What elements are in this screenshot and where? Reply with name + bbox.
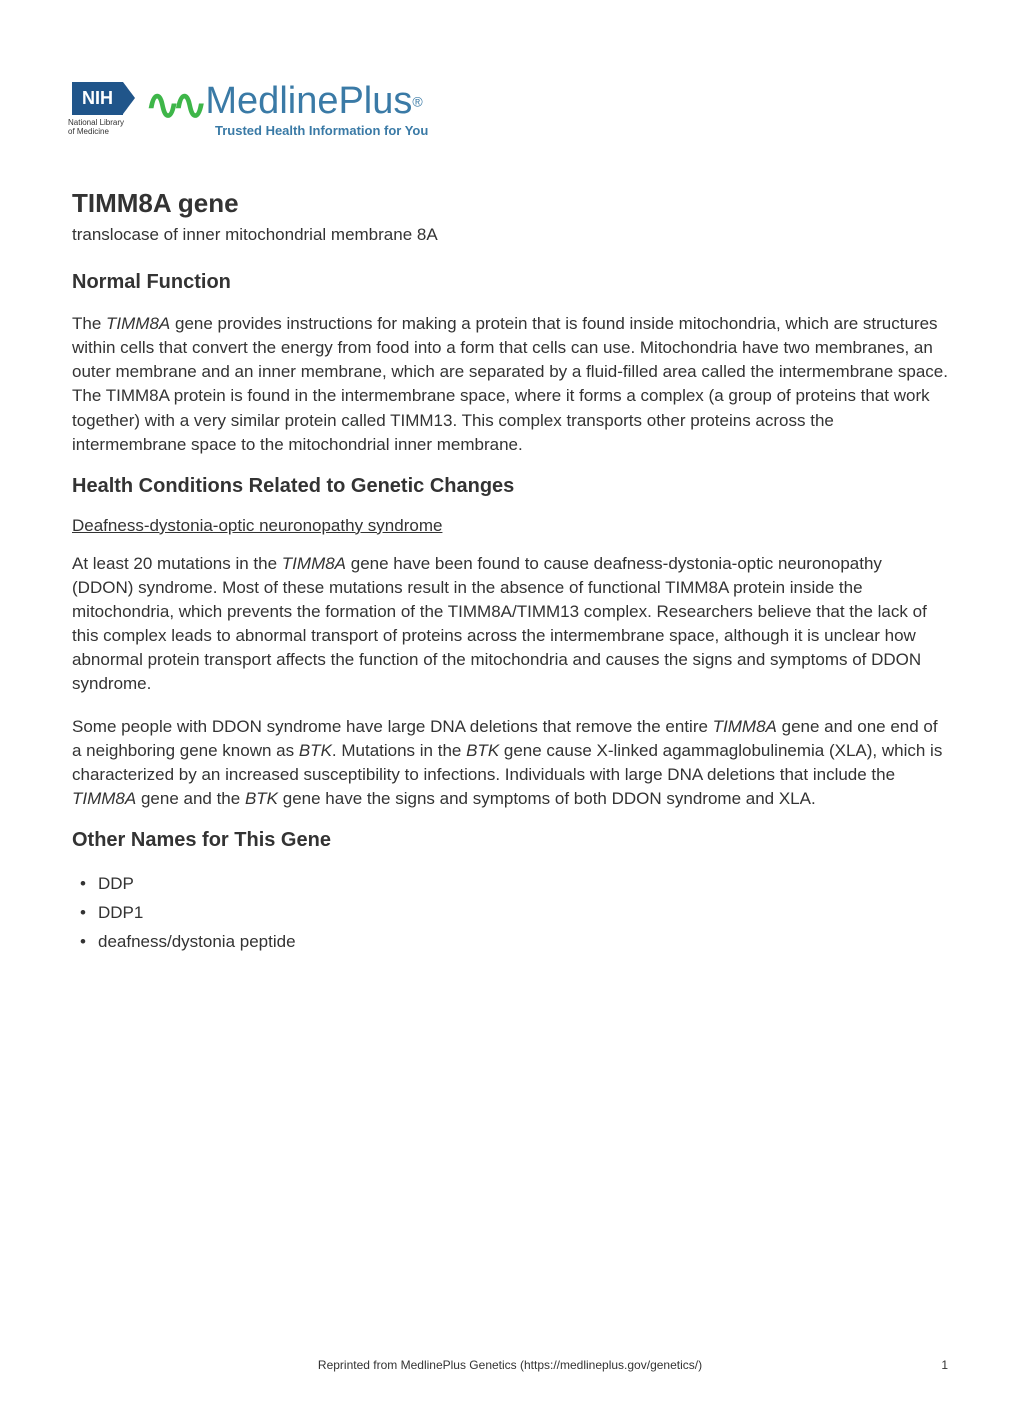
registered-mark: ® [412, 94, 422, 110]
wave-icon: ∿∿ [145, 80, 199, 129]
brand-top-row: ∿∿ MedlinePlus® [145, 80, 428, 129]
nih-badge: NIH [72, 82, 123, 115]
nlm-text: National Library of Medicine [68, 119, 131, 137]
condition-link[interactable]: Deafness-dystonia-optic neuronopathy syn… [72, 516, 948, 536]
page-subtitle: translocase of inner mitochondrial membr… [72, 225, 948, 245]
section-heading-health-conditions: Health Conditions Related to Genetic Cha… [72, 475, 948, 498]
section-heading-normal-function: Normal Function [72, 271, 948, 294]
list-item: DDP1 [98, 899, 948, 928]
nih-logo-block: NIH National Library of Medicine [72, 82, 131, 137]
nlm-line2: of Medicine [68, 128, 131, 137]
footer-text: Reprinted from MedlinePlus Genetics (htt… [0, 1358, 1020, 1372]
page-number: 1 [941, 1358, 948, 1372]
medlineplus-logo: ∿∿ MedlinePlus® Trusted Health Informati… [145, 80, 428, 138]
brand-name-wrapper: MedlinePlus® [205, 80, 422, 123]
health-conditions-paragraph-1: At least 20 mutations in the TIMM8A gene… [72, 552, 948, 697]
logo-container: NIH National Library of Medicine ∿∿ Medl… [72, 80, 948, 138]
brand-name: MedlinePlus [205, 80, 412, 122]
list-item: deafness/dystonia peptide [98, 928, 948, 957]
normal-function-paragraph: The TIMM8A gene provides instructions fo… [72, 312, 948, 457]
health-conditions-paragraph-2: Some people with DDON syndrome have larg… [72, 715, 948, 812]
page-title: TIMM8A gene [72, 188, 948, 219]
section-heading-other-names: Other Names for This Gene [72, 829, 948, 852]
list-item: DDP [98, 870, 948, 899]
brand-tagline: Trusted Health Information for You [215, 123, 428, 138]
other-names-list: DDP DDP1 deafness/dystonia peptide [72, 870, 948, 957]
